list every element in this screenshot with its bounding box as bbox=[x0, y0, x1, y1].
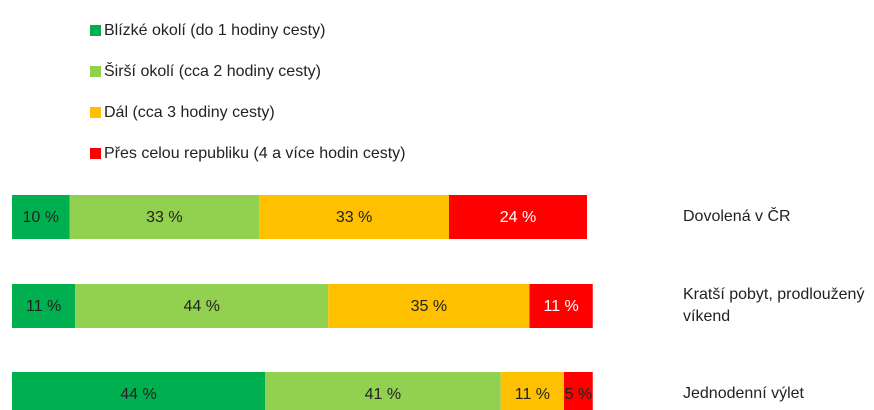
data-label: 11 % bbox=[515, 386, 550, 403]
bar-segment bbox=[69, 195, 260, 239]
data-label: 41 % bbox=[365, 386, 401, 403]
bar-segment bbox=[328, 284, 530, 328]
legend-swatch bbox=[90, 25, 101, 36]
data-label: 11 % bbox=[543, 298, 578, 315]
legend-label: Blízké okolí (do 1 hodiny cesty) bbox=[104, 22, 325, 39]
bar-segment bbox=[259, 195, 449, 239]
data-label: 44 % bbox=[120, 386, 156, 403]
data-label: 33 % bbox=[146, 209, 182, 226]
data-label: 33 % bbox=[336, 209, 372, 226]
category-label: Kratší pobyt, prodloužený víkend bbox=[683, 286, 865, 325]
bar-segment bbox=[75, 284, 329, 328]
legend-swatch bbox=[90, 66, 101, 77]
legend-label: Přes celou republiku (4 a více hodin ces… bbox=[104, 145, 405, 162]
legend-swatch bbox=[90, 148, 101, 159]
data-label: 44 % bbox=[184, 298, 220, 315]
legend-label: Dál (cca 3 hodiny cesty) bbox=[104, 104, 275, 121]
legend-swatch bbox=[90, 107, 101, 118]
data-label: 5 % bbox=[565, 386, 593, 403]
bar-segment bbox=[564, 372, 593, 410]
bar-segment bbox=[529, 284, 593, 328]
bar-segment bbox=[265, 372, 501, 410]
bar-segment bbox=[500, 372, 564, 410]
bar-segment bbox=[12, 195, 70, 239]
data-label: 11 % bbox=[26, 298, 61, 315]
data-label: 35 % bbox=[411, 298, 447, 315]
bar-segment bbox=[12, 372, 265, 410]
data-label: 24 % bbox=[500, 209, 536, 226]
bar-segment bbox=[449, 195, 587, 239]
data-label: 10 % bbox=[23, 209, 59, 226]
bar-segment bbox=[12, 284, 76, 328]
category-label: Jednodenní výlet bbox=[683, 385, 804, 402]
category-label: Dovolená v ČR bbox=[683, 208, 791, 225]
legend-label: Širší okolí (cca 2 hodiny cesty) bbox=[104, 61, 321, 80]
